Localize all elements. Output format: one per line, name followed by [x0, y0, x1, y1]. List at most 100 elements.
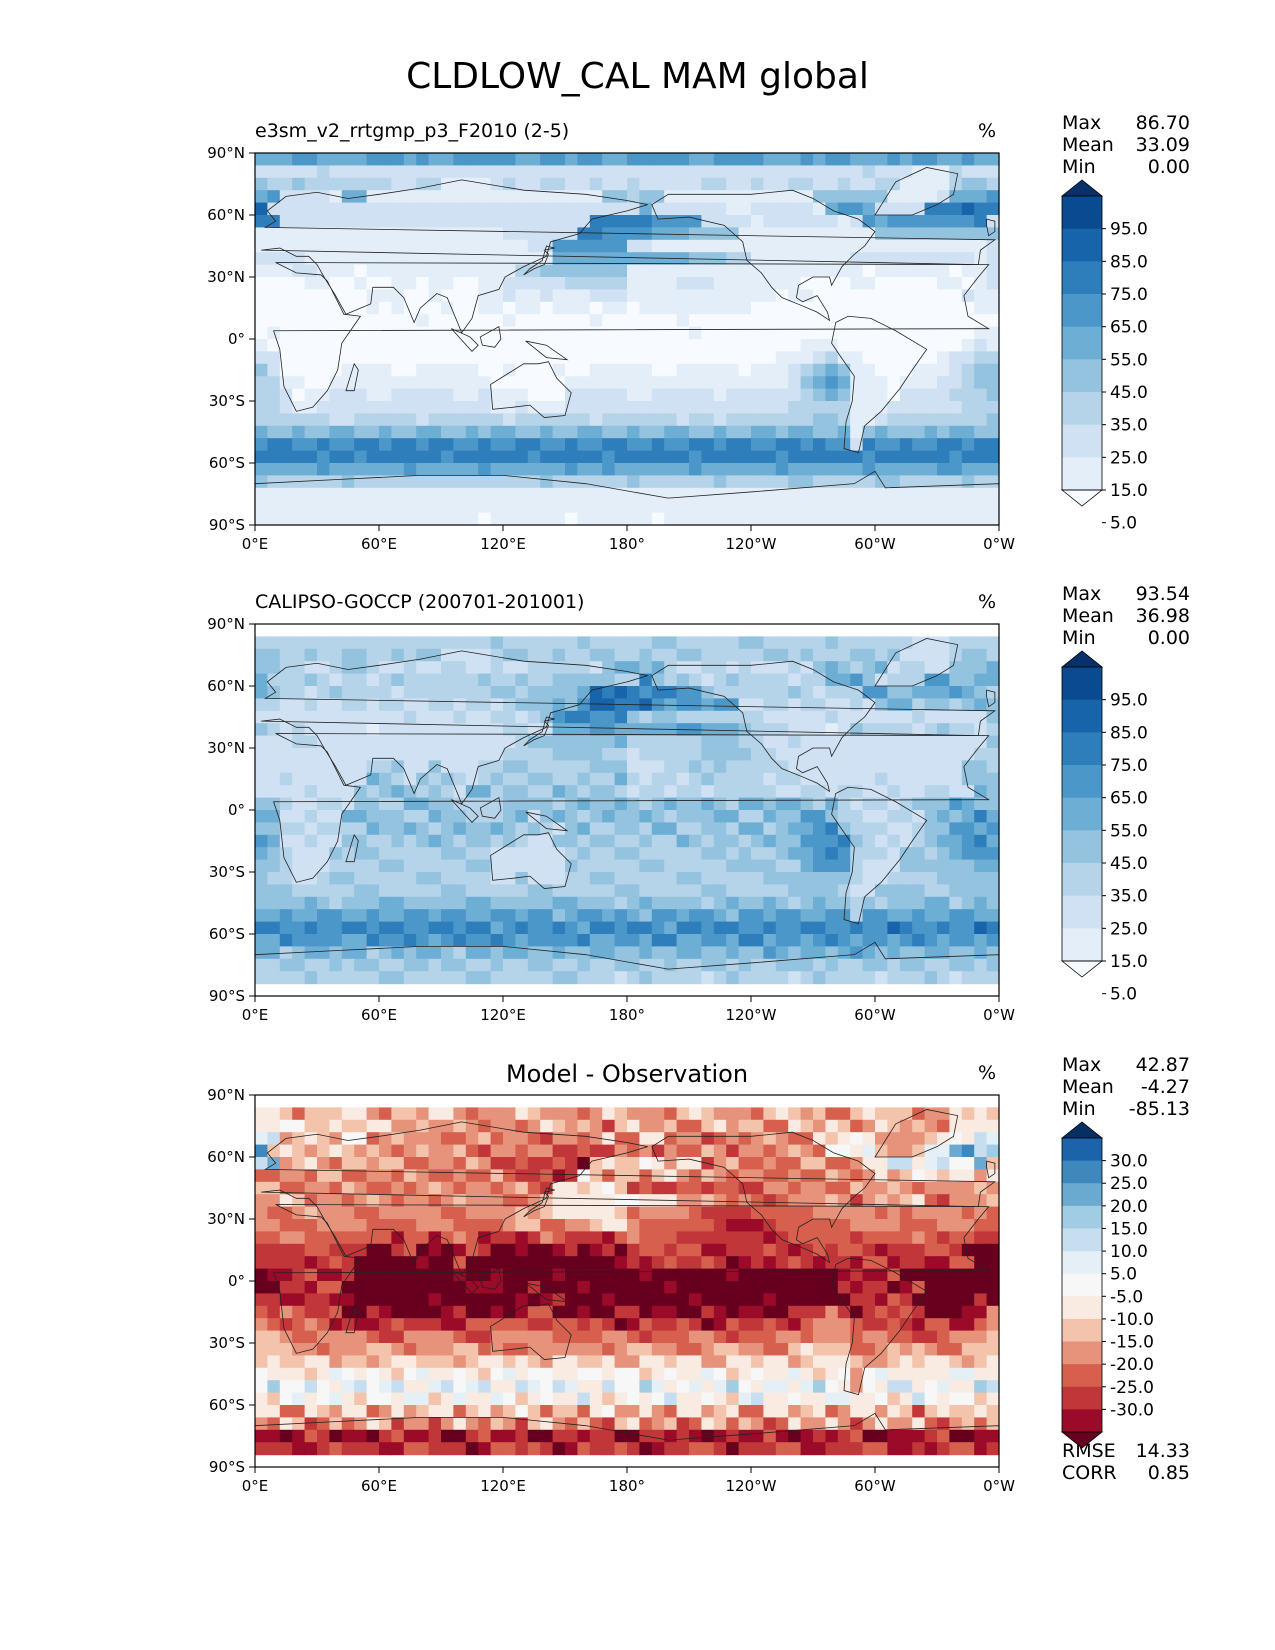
field-cell: [726, 1194, 740, 1208]
field-cell: [664, 1330, 678, 1344]
field-cell: [726, 934, 740, 947]
field-cell: [602, 710, 616, 724]
field-cell: [490, 661, 504, 675]
field-cell: [788, 1119, 802, 1133]
field-cell: [825, 450, 839, 464]
field-cell: [279, 934, 293, 947]
field-cell: [428, 884, 442, 898]
field-cell: [317, 512, 330, 526]
field-cell: [813, 388, 826, 402]
field-cell: [341, 153, 355, 166]
field-cell: [614, 934, 628, 947]
field-cell: [428, 834, 442, 848]
field-cell: [403, 661, 417, 675]
field-cell: [825, 822, 839, 836]
field-cell: [292, 847, 306, 861]
field-cell: [428, 810, 442, 823]
field-cell: [676, 971, 690, 985]
field-cell: [887, 661, 901, 675]
field-cell: [540, 1268, 554, 1282]
field-cell: [751, 512, 764, 526]
field-cell: [527, 1268, 541, 1282]
field-cell: [292, 872, 306, 885]
field-cell: [937, 946, 950, 960]
field-cell: [974, 314, 988, 328]
field-cell: [825, 934, 839, 947]
field-cell: [974, 1169, 988, 1183]
field-cell: [713, 946, 727, 960]
field-cell: [329, 872, 343, 885]
field-cell: [416, 648, 430, 662]
field-cell: [949, 1355, 963, 1369]
field-cell: [763, 1243, 777, 1257]
field-cell: [949, 463, 963, 476]
field-cell: [354, 1367, 368, 1381]
field-cell: [304, 958, 318, 972]
field-cell: [763, 413, 777, 427]
field-cell: [800, 264, 814, 278]
field-cell: [441, 1318, 454, 1332]
colorbar-segment: [1062, 457, 1102, 491]
field-cell: [701, 264, 715, 278]
field-cell: [837, 760, 851, 774]
field-cell: [614, 1243, 628, 1257]
field-cell: [366, 289, 380, 303]
field-cell: [800, 239, 814, 253]
field-cell: [317, 909, 330, 923]
field-cell: [465, 934, 479, 947]
field-cell: [453, 896, 467, 910]
field-cell: [887, 1157, 901, 1170]
field-cell: [366, 1367, 380, 1381]
field-cell: [255, 1181, 268, 1195]
field-cell: [788, 202, 802, 216]
field-cell: [788, 822, 802, 836]
field-cell: [292, 190, 306, 204]
field-cell: [986, 264, 1000, 278]
field-cell: [689, 1119, 702, 1133]
field-cell: [292, 1367, 306, 1381]
field-cell: [775, 1330, 789, 1344]
field-cell: [800, 202, 814, 216]
field-cell: [403, 500, 417, 514]
field-cell: [465, 314, 479, 328]
field-cell: [354, 1157, 368, 1170]
field-cell: [974, 202, 988, 216]
field-cell: [751, 1119, 764, 1133]
field-cell: [354, 872, 368, 885]
field-cell: [279, 1343, 293, 1356]
field-cell: [602, 264, 616, 278]
field-cell: [552, 872, 566, 885]
field-cell: [428, 1256, 442, 1270]
field-cell: [279, 301, 293, 315]
field-cell: [416, 388, 430, 402]
field-cell: [317, 1243, 330, 1257]
field-cell: [961, 165, 975, 179]
field-cell: [565, 723, 578, 737]
field-cell: [974, 822, 988, 836]
field-cell: [490, 686, 504, 699]
field-cell: [899, 1268, 913, 1282]
field-cell: [255, 1206, 268, 1220]
field-cell: [453, 934, 467, 947]
field-cell: [329, 177, 343, 191]
field-cell: [267, 1268, 281, 1282]
field-cell: [986, 648, 1000, 662]
field-cell: [627, 946, 640, 960]
field-cell: [825, 723, 839, 737]
field-cell: [627, 1243, 640, 1257]
field-cell: [701, 512, 715, 526]
field-cell: [800, 1330, 814, 1344]
field-cell: [676, 648, 690, 662]
field-cell: [341, 450, 355, 464]
field-cell: [862, 277, 876, 290]
field-cell: [651, 413, 665, 427]
field-cell: [800, 1181, 814, 1195]
field-cell: [751, 859, 764, 873]
field-cell: [627, 748, 640, 761]
field-cell: [751, 822, 764, 836]
field-cell: [912, 884, 926, 898]
field-cell: [317, 425, 330, 439]
field-cell: [329, 1268, 343, 1282]
field-cell: [329, 686, 343, 699]
field-cell: [937, 314, 950, 328]
